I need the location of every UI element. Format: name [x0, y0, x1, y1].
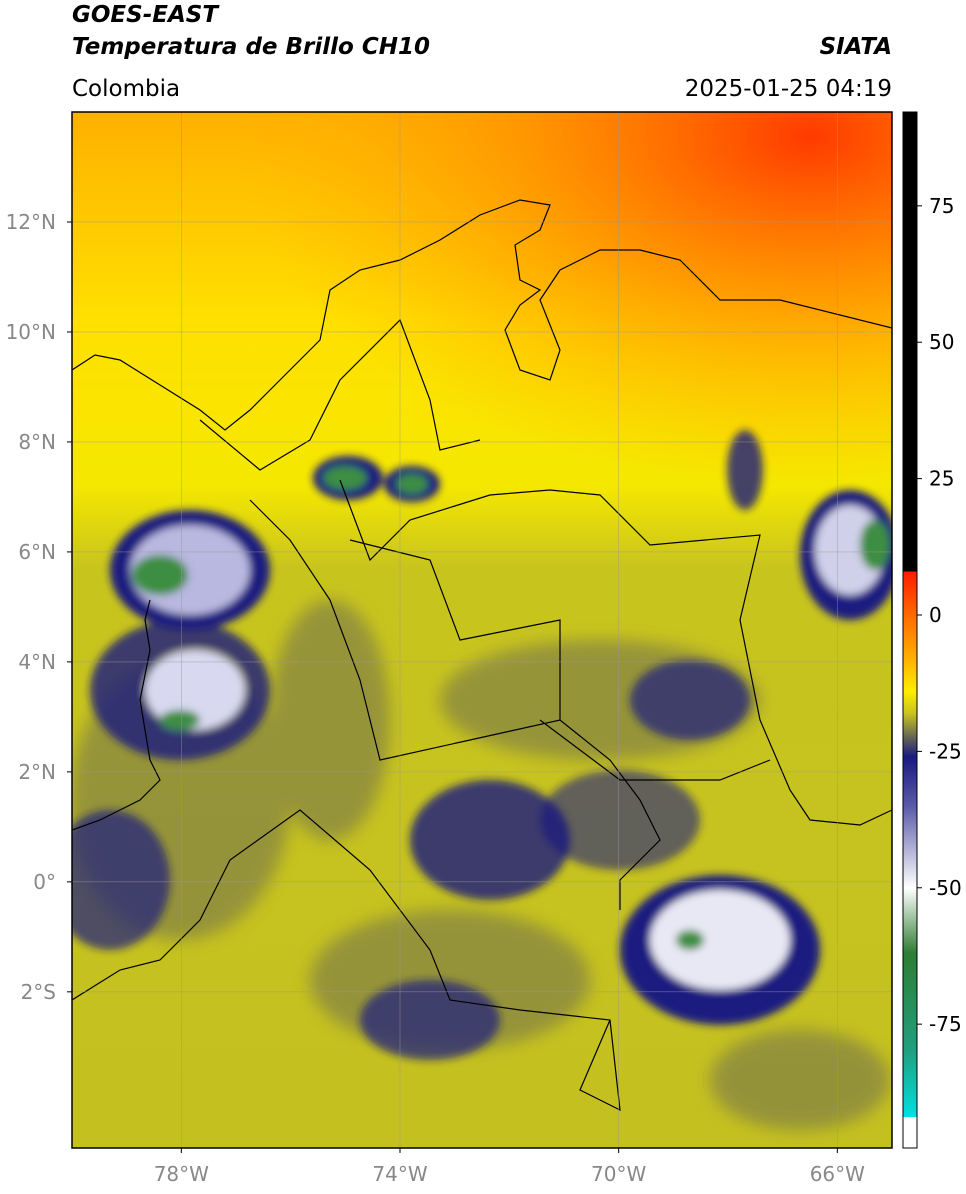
source: SIATA — [820, 34, 892, 60]
colorbar-tick-label: 0 — [929, 603, 942, 627]
graticule — [72, 112, 892, 1148]
x-tick-label: 74°W — [372, 1162, 427, 1186]
y-tick-label: 12°N — [6, 210, 56, 234]
colorbar-tick-label: 25 — [929, 467, 954, 491]
region: Colombia — [72, 76, 180, 102]
satellite: GOES-EAST — [72, 2, 220, 28]
colorbar-tick-label: 75 — [929, 194, 954, 218]
colorbar-tick-label: -75 — [929, 1012, 962, 1036]
y-tick-label: 6°N — [18, 540, 56, 564]
y-tick-label: 8°N — [18, 430, 56, 454]
x-tick-label: 66°W — [810, 1162, 865, 1186]
y-tick-label: 2°S — [21, 980, 56, 1004]
y-tick-label: 0° — [33, 870, 56, 894]
map-frame — [71, 111, 893, 1149]
colorbar-tick-label: -50 — [929, 876, 962, 900]
colorbar-tick-label: -25 — [929, 739, 962, 763]
x-tick-label: 78°W — [154, 1162, 209, 1186]
datetime: 2025-01-25 04:19 — [685, 76, 892, 102]
imagery — [72, 112, 892, 1148]
product: Temperatura de Brillo CH10 — [72, 34, 430, 60]
y-tick-label: 4°N — [18, 650, 56, 674]
x-tick-label: 70°W — [591, 1162, 646, 1186]
y-tick-label: 2°N — [18, 760, 56, 784]
colorbar-tick-label: 50 — [929, 330, 954, 354]
colorbar — [902, 111, 918, 1149]
y-tick-label: 10°N — [6, 320, 56, 344]
